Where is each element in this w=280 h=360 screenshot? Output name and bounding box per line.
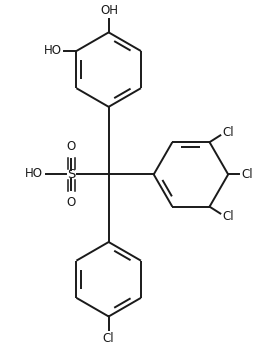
Text: Cl: Cl: [222, 210, 234, 223]
Text: O: O: [67, 196, 76, 209]
Text: Cl: Cl: [222, 126, 234, 139]
Text: O: O: [67, 140, 76, 153]
Text: HO: HO: [25, 167, 43, 180]
Text: Cl: Cl: [103, 332, 115, 345]
Text: OH: OH: [101, 4, 119, 17]
Text: HO: HO: [44, 44, 62, 57]
Text: Cl: Cl: [241, 168, 253, 181]
Text: S: S: [67, 168, 76, 181]
